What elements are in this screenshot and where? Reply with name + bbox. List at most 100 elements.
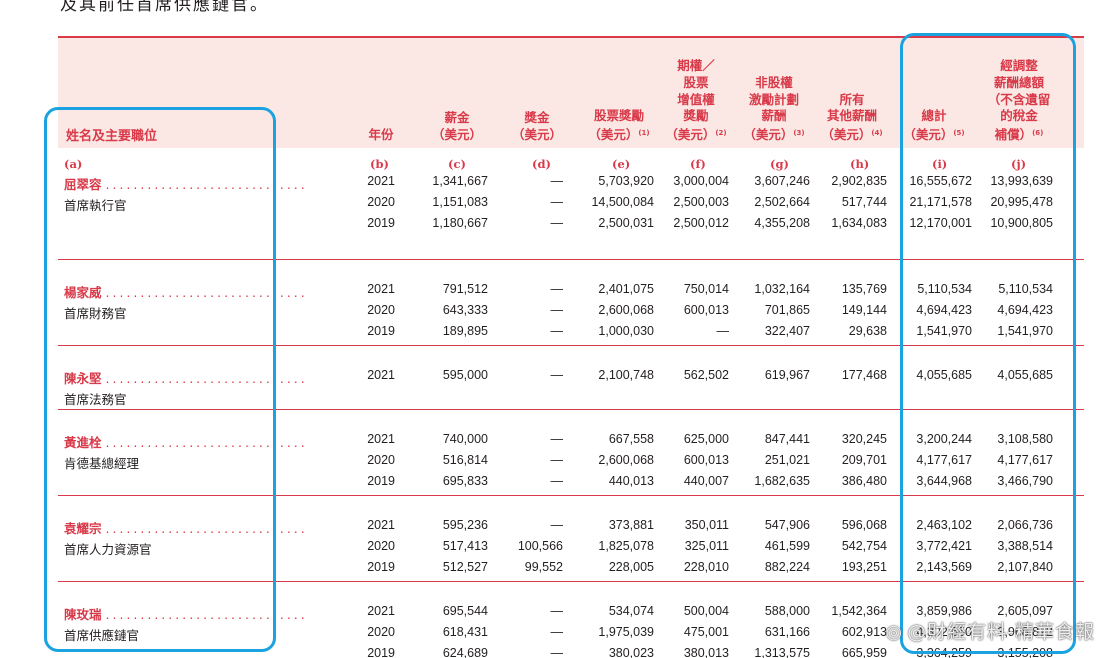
cell-nonequity: 1,682,635 [754,474,810,488]
cell-stock: 14,500,084 [591,195,654,209]
cell-nonequity: 4,355,208 [754,216,810,230]
cell-salary: 516,814 [442,453,488,467]
cell-stock: 5,703,920 [598,174,654,188]
cell-total: 5,110,534 [917,282,972,296]
cell-bonus: — [550,303,564,317]
cell-total: 3,644,968 [916,474,972,488]
executive-name-text: 袁耀宗 [64,521,102,536]
cell-stock: 1,825,078 [598,539,654,553]
cell-adjusted: 4,177,617 [997,453,1053,467]
cell-total: 4,694,423 [916,303,972,317]
executive-title: 肯德基總經理 [64,456,140,471]
executive-title: 首席財務官 [64,306,127,321]
executive-title: 首席執行官 [64,198,127,213]
cell-year: 2020 [367,625,395,639]
leader-dots: ............................. [105,371,308,386]
cell-adjusted: 3,388,514 [997,539,1053,553]
cell-other: 149,144 [841,303,887,317]
executive-name: 陳永堅............................. [64,368,308,387]
cell-year: 2021 [367,282,395,296]
cell-year: 2019 [367,324,395,338]
cell-adjusted: 4,055,685 [997,368,1053,382]
cell-salary: 512,527 [442,560,488,574]
executive-name-text: 楊家威 [64,285,102,300]
cell-nonequity: 882,224 [764,560,810,574]
cell-stock: 2,600,068 [598,453,654,467]
cell-salary: 1,180,667 [432,216,488,230]
letter-e: (e) [612,157,631,171]
cell-option: 475,001 [683,625,729,639]
cell-salary: 791,512 [442,282,488,296]
cell-adjusted: 5,110,534 [998,282,1053,296]
cell-bonus: — [550,474,564,488]
letter-j: (j) [1011,157,1027,171]
cell-total: 12,170,001 [909,216,972,230]
executive-title: 首席法務官 [64,392,127,407]
table-row: 2019 695,833 — 440,013 440,007 1,682,635 386,4… [58,474,1084,494]
leader-dots: ............................. [105,285,308,300]
table-row: 2020 643,333 — 2,600,068 600,013 701,865 149,1… [58,303,1084,323]
cell-year: 2021 [367,518,395,532]
cell-option: 350,011 [684,518,729,532]
cell-total: 3,772,421 [916,539,972,553]
cell-year: 2019 [367,646,395,658]
cell-option: 3,000,004 [673,174,729,188]
executive-group: 楊家威............................. 首席財務官 202… [58,260,1084,346]
cell-salary: 618,431 [442,625,488,639]
cell-bonus: — [550,174,564,188]
cell-bonus: — [550,604,564,618]
cell-option: 562,502 [683,368,729,382]
header-salary: 薪金 （美元） [431,110,482,143]
table-row: 2020 517,413 100,566 1,825,078 325,011 461,59… [58,539,1084,559]
table-row: 2021 1,341,667 — 5,703,920 3,000,004 3,607,24… [58,174,1084,194]
executive-group: 屈翠容............................. 首席執行官 202… [58,172,1084,260]
cell-salary: 517,413 [442,539,488,553]
cell-option: 600,013 [683,303,729,317]
table-row: 2020 1,151,083 — 14,500,084 2,500,003 2,502,6… [58,195,1084,215]
cell-other: 602,913 [841,625,887,639]
cell-salary: 1,341,667 [432,174,488,188]
letter-f: (f) [690,157,706,171]
cell-nonequity: 2,502,664 [754,195,810,209]
cell-total: 4,055,685 [916,368,972,382]
cell-adjusted: 10,900,805 [990,216,1053,230]
cell-stock: 1,000,030 [598,324,654,338]
cell-year: 2021 [367,432,395,446]
cell-total: 4,177,617 [916,453,972,467]
column-letters: (a) (b) (c) (d) (e) (f) (g) (h) (i) (j) [58,148,1084,172]
cell-bonus: — [550,368,564,382]
cell-other: 386,480 [841,474,887,488]
cell-bonus: — [550,432,564,446]
cell-adjusted: 2,107,840 [997,560,1053,574]
cell-stock: 228,005 [608,560,654,574]
cell-adjusted: 2,605,097 [997,604,1053,618]
executive-group: 黃進栓............................. 肯德基總經理 20… [58,410,1084,496]
cell-adjusted: 2,066,736 [997,518,1053,532]
letter-d: (d) [532,157,551,171]
cell-option: 325,011 [684,539,729,553]
header-nonequity: 非股權 激勵計劃 薪酬 （美元）(3) [743,74,805,143]
executive-title: 首席供應鏈官 [64,628,140,643]
cell-salary: 695,833 [442,474,488,488]
cell-year: 2020 [367,303,395,317]
cell-option: — [716,324,730,338]
cell-nonequity: 461,599 [764,539,810,553]
cell-nonequity: 251,021 [764,453,810,467]
cell-other: 29,638 [848,324,887,338]
executive-name-text: 陳永堅 [64,371,102,386]
cell-year: 2021 [367,604,395,618]
table-row: 2019 512,527 99,552 228,005 228,010 882,224 19… [58,560,1084,580]
cell-total: 2,463,102 [916,518,972,532]
header-year: 年份 [368,127,394,143]
cell-other: 517,744 [841,195,887,209]
executive-name: 楊家威............................. [64,282,308,301]
cell-other: 1,542,364 [831,604,887,618]
cell-adjusted: 3,968,872 [997,625,1053,639]
cell-bonus: — [550,216,564,230]
cell-option: 2,500,012 [673,216,729,230]
cell-total: 3,859,986 [916,604,972,618]
executive-name-text: 陳玫瑞 [64,607,102,622]
header-other: 所有 其他薪酬 （美元）(4) [821,91,883,143]
letter-i: (i) [932,157,948,171]
cell-option: 600,013 [683,453,729,467]
